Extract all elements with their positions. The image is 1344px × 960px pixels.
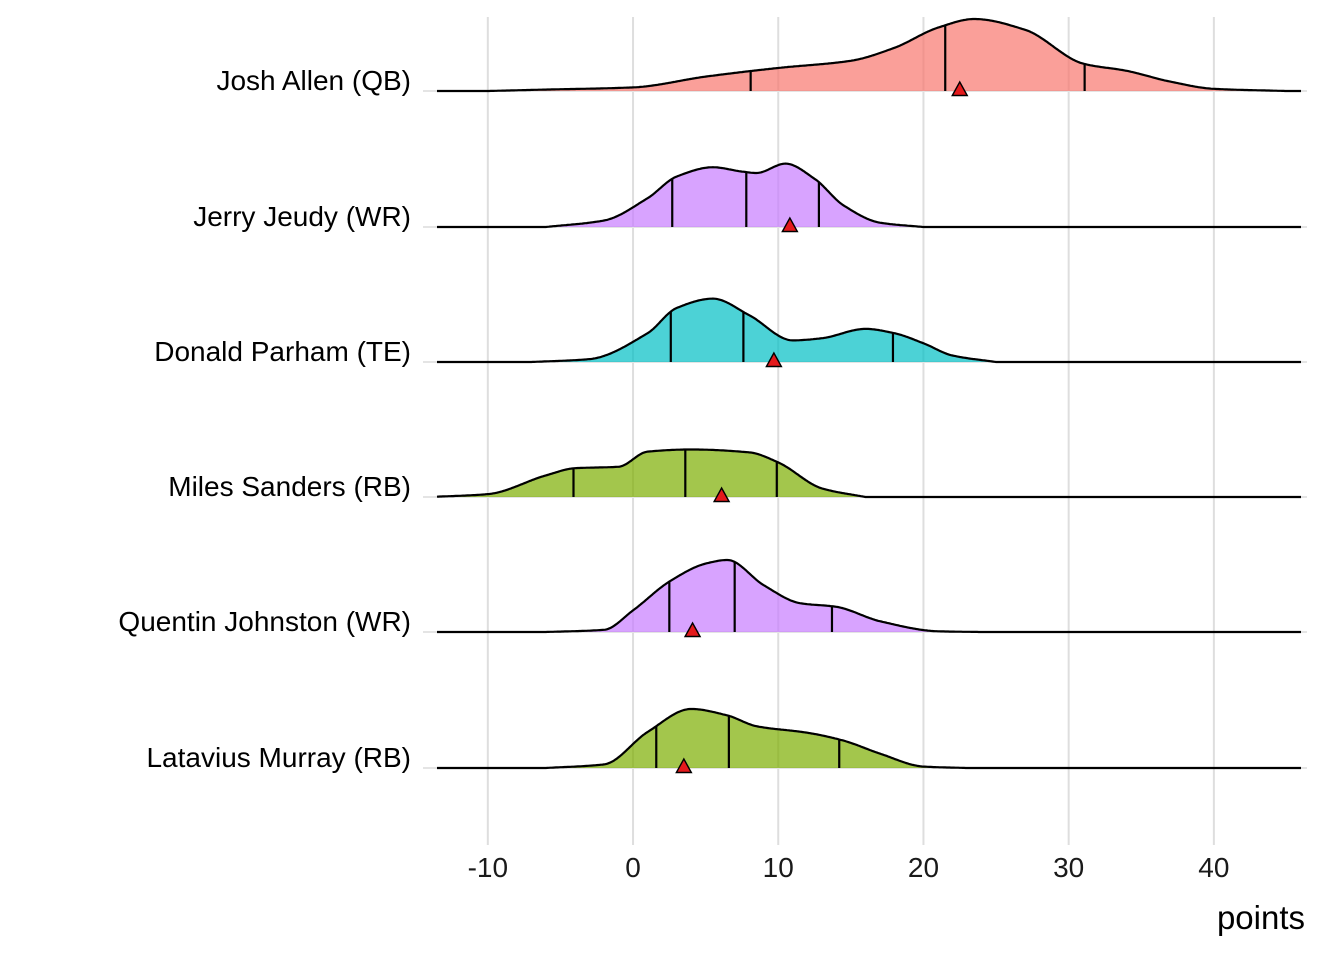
grid-lines [423,17,1307,845]
marker-triangle [781,216,799,233]
ridge-fill [437,298,1301,362]
row-labels: Josh Allen (QB) Jerry Jeudy (WR) Donald Pa… [118,65,411,773]
x-tick-label: 10 [763,852,794,883]
ridge-outline [437,707,1301,770]
ridge-fill [437,19,1301,91]
x-tick-label: 40 [1198,852,1229,883]
x-tick-label: 30 [1053,852,1084,883]
ridge [437,707,1301,774]
row-label: Donald Parham (TE) [154,336,411,367]
ridge-fill [437,560,1301,632]
marker-triangle [765,351,783,368]
ridge-fill [437,163,1301,227]
marker-triangle [712,486,731,503]
x-tick-label: -10 [468,852,508,883]
ridge-outline [437,162,1301,229]
ridge-outline [436,448,1301,499]
marker-triangle [951,80,969,97]
marker-triangle [675,757,693,774]
row-label: Josh Allen (QB) [216,65,411,96]
row-label: Quentin Johnston (WR) [118,606,411,637]
ridge-outline [437,558,1301,634]
ridge [436,448,1301,503]
row-label: Jerry Jeudy (WR) [193,201,411,232]
x-tick-label: 20 [908,852,939,883]
ridge-outline [437,17,1301,93]
ridge [437,17,1301,97]
x-axis-ticks: -10 0 10 20 30 40 [468,852,1230,883]
x-axis-title: points [1217,899,1305,936]
ridge-fill [437,449,1301,497]
x-tick-label: 0 [625,852,641,883]
ridge [437,558,1301,638]
row-label: Miles Sanders (RB) [168,471,411,502]
row-label: Latavius Murray (RB) [146,742,411,773]
ridge [437,297,1301,368]
ridge [437,162,1301,233]
ridge-fill [437,709,1301,768]
ridge-outline [437,297,1301,364]
density-ridges [436,17,1301,774]
marker-triangle [683,621,702,638]
